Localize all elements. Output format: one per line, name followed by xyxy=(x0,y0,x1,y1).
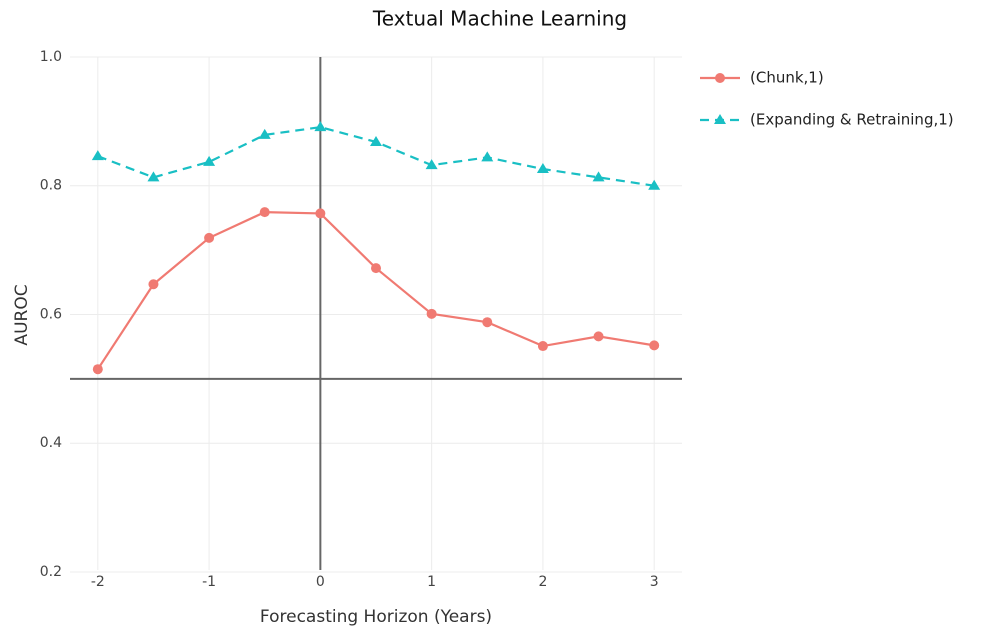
point xyxy=(649,340,660,351)
y-axis-title: AUROC xyxy=(12,284,32,345)
point xyxy=(147,171,160,182)
y-tick-label: 0.6 xyxy=(40,306,62,322)
point xyxy=(371,263,381,274)
y-tick-label: 0.8 xyxy=(40,178,62,194)
point xyxy=(258,128,271,139)
point xyxy=(91,150,104,161)
line xyxy=(97,126,655,187)
point xyxy=(592,171,605,182)
point xyxy=(92,364,103,375)
x-tick-label: 3 xyxy=(650,574,659,590)
point xyxy=(259,207,270,218)
point xyxy=(537,341,548,352)
chart-title: Textual Machine Learning xyxy=(372,7,627,31)
point xyxy=(593,331,604,342)
point xyxy=(148,279,159,290)
point xyxy=(203,155,216,166)
x-tick-label: 2 xyxy=(538,574,547,590)
x-tick-label: -2 xyxy=(91,574,105,590)
y-tick-label: 1.0 xyxy=(40,49,62,65)
point xyxy=(204,232,215,243)
point xyxy=(425,159,438,170)
point xyxy=(481,151,494,162)
x-tick-label: 0 xyxy=(316,574,325,590)
x-tick-label: -1 xyxy=(202,574,216,590)
x-axis-title: Forecasting Horizon (Years) xyxy=(260,607,492,627)
point xyxy=(315,208,326,219)
point xyxy=(648,179,661,190)
legend-marker xyxy=(715,73,725,83)
y-tick-label: 0.2 xyxy=(40,564,62,580)
legend-label: (Chunk,1) xyxy=(750,69,824,87)
x-tick-label: 1 xyxy=(427,574,436,590)
point xyxy=(536,163,549,174)
y-tick-label: 0.4 xyxy=(40,435,62,451)
legend-label: (Expanding & Retraining,1) xyxy=(750,111,954,129)
point xyxy=(482,317,493,328)
point xyxy=(370,135,382,146)
legend-marker xyxy=(714,114,726,124)
line xyxy=(96,211,655,370)
point xyxy=(314,121,327,132)
point xyxy=(426,308,437,319)
